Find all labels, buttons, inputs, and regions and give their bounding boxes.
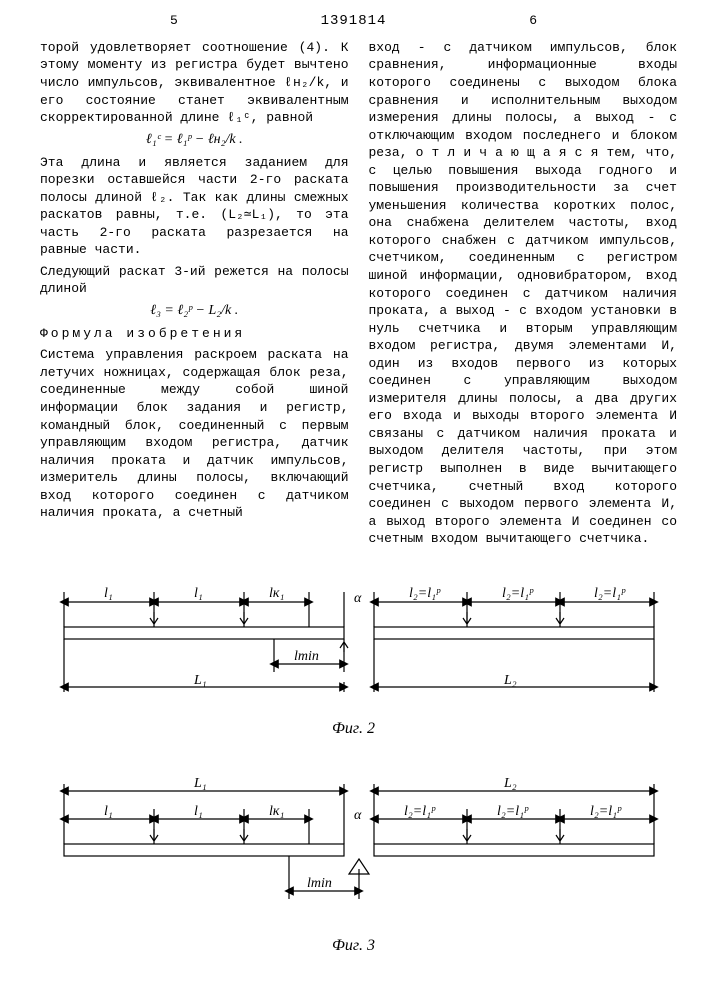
figure-2: l₁ l₁ lк₁ α lmin L₁ l₂=l₁ᵖ l₂=l₁ᵖ l₂=l₁ᵖ… [40,572,667,740]
col1-p3: Следующий раскат 3-ий режется на полосы … [40,263,349,298]
fig3-l2-3: l₂=l₁ᵖ [590,804,622,819]
fig3-lmin: lmin [307,876,332,891]
page-number-right: 6 [529,12,537,30]
text-columns: торой удовлетворяет соотношение (4). К э… [0,31,707,552]
page-number-left: 5 [170,12,178,30]
figures-area: l₁ l₁ lк₁ α lmin L₁ l₂=l₁ᵖ l₂=l₁ᵖ l₂=l₁ᵖ… [0,552,707,957]
fig2-lk1: lк₁ [269,586,284,601]
col2-p1: вход - с датчиком импульсов, блок сравне… [369,39,678,548]
document-number: 1391814 [0,0,707,31]
formula-1: ℓ₁ᶜ = ℓ₁ᵖ − ℓн₂/k . [40,131,349,150]
figure-3-svg: L₁ l₁ l₁ lк₁ α lmin L₂ l₂=l₁ᵖ l₂=l₁ᵖ l₂=… [44,769,664,929]
fig3-lk1: lк₁ [269,804,284,819]
fig3-L2: L₂ [503,776,517,791]
fig2-L1: L₁ [193,673,207,688]
figure-3-label: Фиг. 3 [40,935,667,957]
col1-p4: Система управления раскроем раската на л… [40,346,349,521]
fig3-l1-2: l₁ [194,804,203,819]
col1-p2: Эта длина и является заданием для порезк… [40,154,349,259]
fig2-l1-2: l₁ [194,586,203,601]
figure-2-label: Фиг. 2 [40,718,667,740]
section-formula-invention: Формула изобретения [40,325,349,343]
fig3-alpha: α [354,808,362,823]
fig3-l2-1: l₂=l₁ᵖ [404,804,436,819]
fig2-l2-2: l₂=l₁ᵖ [502,586,534,601]
col1-p1: торой удовлетворяет соотношение (4). К э… [40,39,349,127]
fig2-lmin: lmin [294,649,319,664]
fig2-alpha: α [354,591,362,606]
fig3-l1-1: l₁ [104,804,113,819]
formula-2: ℓ₃ = ℓ₂ᵖ − L₂/k . [40,302,349,321]
figure-2-svg: l₁ l₁ lк₁ α lmin L₁ l₂=l₁ᵖ l₂=l₁ᵖ l₂=l₁ᵖ… [44,572,664,712]
column-right: вход - с датчиком импульсов, блок сравне… [369,39,678,552]
fig3-l2-2: l₂=l₁ᵖ [497,804,529,819]
figure-3: L₁ l₁ l₁ lк₁ α lmin L₂ l₂=l₁ᵖ l₂=l₁ᵖ l₂=… [40,769,667,957]
fig3-L1: L₁ [193,776,207,791]
column-left: торой удовлетворяет соотношение (4). К э… [40,39,349,552]
fig2-l2-1: l₂=l₁ᵖ [409,586,441,601]
fig2-L2: L₂ [503,673,517,688]
fig2-l1-1: l₁ [104,586,113,601]
fig2-l2-3: l₂=l₁ᵖ [594,586,626,601]
